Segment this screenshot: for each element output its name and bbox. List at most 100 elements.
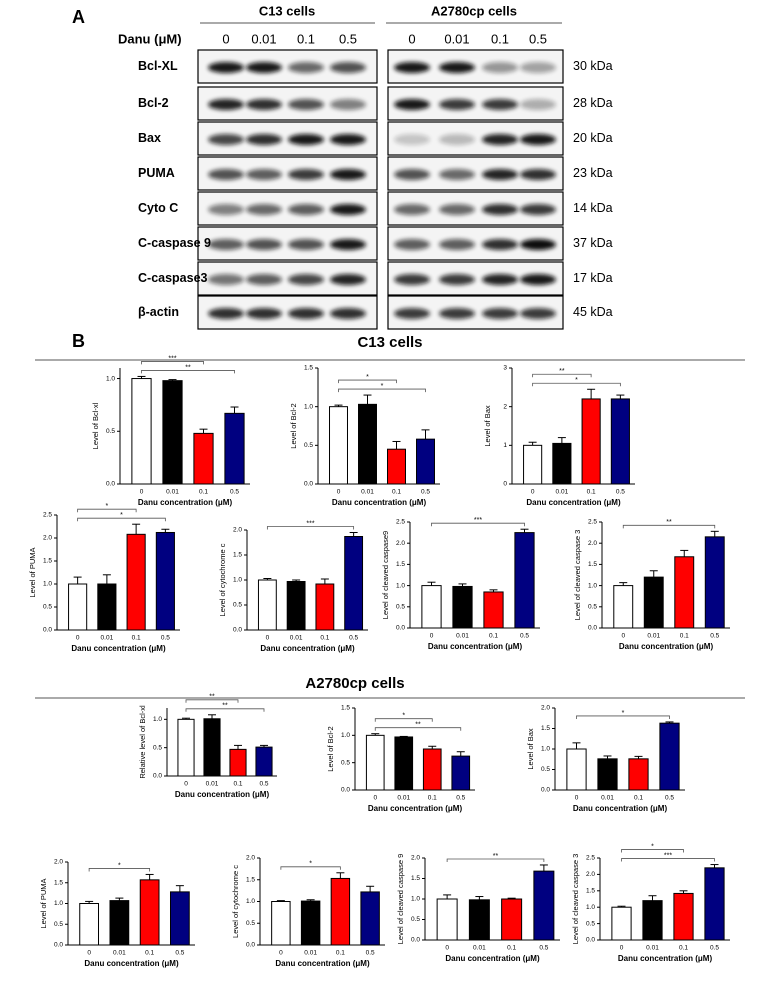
- blot-band: [246, 239, 282, 250]
- x-tick-label: 0: [621, 633, 625, 640]
- x-tick-label: 0: [575, 795, 579, 802]
- size-label: 14 kDa: [573, 201, 613, 215]
- x-tick-label: 0.01: [290, 635, 303, 642]
- protein-label: Bcl-XL: [138, 59, 178, 73]
- x-tick-label: 0.5: [421, 489, 430, 496]
- blot-band: [330, 134, 366, 145]
- significance-label: ***: [664, 852, 672, 859]
- blot-band: [288, 62, 324, 73]
- y-tick-label: 0.5: [541, 766, 550, 773]
- x-tick-label: 0.1: [132, 635, 141, 642]
- y-tick-label: 0.5: [153, 744, 162, 751]
- blot-band: [520, 134, 556, 145]
- x-tick-label: 0.01: [646, 945, 659, 952]
- size-label: 20 kDa: [573, 131, 613, 145]
- bar: [643, 576, 664, 629]
- x-tick-label: 0.5: [230, 489, 239, 496]
- y-tick-label: 1.0: [54, 900, 63, 907]
- x-axis-label: Danu concentration (μM): [428, 642, 523, 651]
- x-tick-label: 0.5: [259, 781, 268, 788]
- dose: 0.5: [529, 31, 547, 46]
- bar: [387, 448, 406, 485]
- significance-label: *: [402, 713, 405, 720]
- protein-label: PUMA: [138, 166, 175, 180]
- blot-band: [288, 274, 324, 285]
- x-axis-label: Danu concentration (μM): [526, 498, 621, 507]
- significance-bracket: [266, 526, 355, 530]
- blot-band: [394, 204, 430, 215]
- y-tick-label: 2.0: [588, 540, 597, 547]
- significance-bracket: [338, 388, 426, 393]
- blot-band: [208, 274, 244, 285]
- section-title: A2780cp cells: [305, 675, 404, 692]
- blot-band: [439, 134, 475, 145]
- bar: [452, 585, 473, 629]
- significance-label: ***: [474, 517, 482, 524]
- x-tick-label: 0.01: [556, 489, 569, 496]
- size-label: 37 kDa: [573, 236, 613, 250]
- y-tick-label: 1.5: [43, 558, 52, 565]
- x-tick-label: 0.1: [507, 945, 516, 952]
- significance-label: *: [622, 710, 625, 717]
- bar: [566, 748, 587, 791]
- bar: [131, 378, 152, 485]
- size-label: 23 kDa: [573, 166, 613, 180]
- blot-band: [394, 99, 430, 110]
- y-tick-label: 1.5: [411, 875, 420, 882]
- bar: [581, 398, 601, 485]
- protein-label: C-caspase 9: [138, 236, 211, 250]
- blot-band: [394, 274, 430, 285]
- x-tick-label: 0.1: [679, 945, 688, 952]
- significance-bracket: [431, 522, 525, 527]
- y-tick-label: 2.0: [43, 535, 52, 542]
- blot-band: [482, 134, 518, 145]
- bar: [169, 891, 190, 946]
- y-axis-label: Level of cleaved caspase 3: [571, 854, 580, 944]
- y-tick-label: 2.0: [233, 527, 242, 534]
- x-tick-label: 0: [430, 633, 434, 640]
- bar: [255, 746, 273, 777]
- blot-band: [439, 239, 475, 250]
- significance-bracket: [621, 858, 715, 862]
- blot-band: [330, 239, 366, 250]
- x-tick-label: 0.5: [616, 489, 625, 496]
- blot-band: [246, 308, 282, 319]
- x-tick-label: 0.01: [361, 489, 374, 496]
- bar: [360, 891, 380, 946]
- y-tick-label: 1.0: [411, 896, 420, 903]
- dose: 0.1: [297, 31, 315, 46]
- bar: [610, 398, 630, 485]
- blot-band: [394, 239, 430, 250]
- bar: [365, 734, 385, 791]
- bar: [229, 748, 247, 777]
- x-tick-label: 0.01: [206, 781, 219, 788]
- bar: [203, 718, 221, 777]
- significance-bracket: [141, 370, 235, 374]
- bar: [177, 718, 195, 777]
- y-tick-label: 1.5: [54, 879, 63, 886]
- y-tick-label: 0.5: [411, 916, 420, 923]
- x-axis-label: Danu concentration (μM): [260, 644, 355, 653]
- y-tick-label: 1.0: [106, 375, 115, 382]
- x-tick-label: 0: [620, 945, 624, 952]
- blot-band: [208, 99, 244, 110]
- significance-bracket: [576, 715, 670, 719]
- y-tick-label: 2.5: [588, 519, 597, 526]
- x-tick-label: 0.5: [710, 633, 719, 640]
- y-tick-label: 1.5: [396, 561, 405, 568]
- bar: [613, 585, 634, 629]
- blot-band: [330, 308, 366, 319]
- x-tick-label: 0.5: [710, 945, 719, 952]
- bar: [126, 533, 146, 631]
- bar: [659, 722, 680, 791]
- y-tick-label: 0.5: [54, 921, 63, 928]
- y-tick-label: 0.0: [411, 937, 420, 944]
- y-tick-label: 0.0: [43, 627, 52, 634]
- x-tick-label: 0.1: [320, 635, 329, 642]
- y-axis-label: Level of PUMA: [39, 878, 48, 928]
- bar: [704, 867, 725, 941]
- dose: 0.5: [339, 31, 357, 46]
- y-tick-label: 1.0: [588, 582, 597, 589]
- y-tick-label: 1.5: [233, 552, 242, 559]
- blot-band: [246, 169, 282, 180]
